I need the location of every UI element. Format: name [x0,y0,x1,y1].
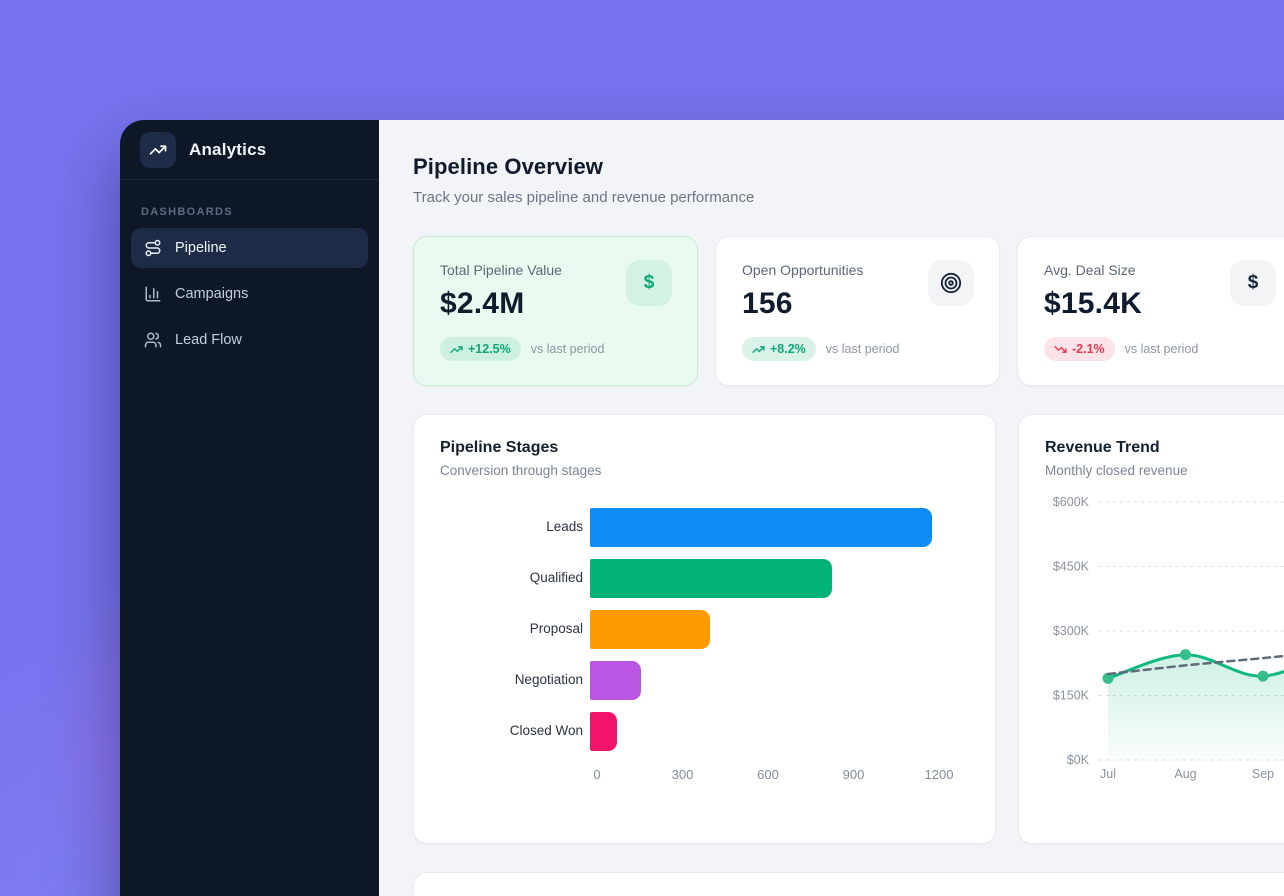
kpi-value: 156 [742,287,793,320]
kpi-footer: +12.5% vs last period [440,337,671,361]
chart-subtitle: Monthly closed revenue [1045,463,1188,478]
bar-leads [590,508,932,547]
svg-text:$300K: $300K [1053,624,1090,638]
svg-text:Sep: Sep [1252,767,1274,781]
bar-x-axis: 0 300 600 900 1200 [593,763,953,785]
kpi-card-avg-deal-size: Avg. Deal Size $15.4K $ -2.1% vs last pe… [1017,236,1284,386]
app-title: Analytics [189,139,267,159]
bar-label: Negotiation [514,672,583,688]
sidebar-item-label: Lead Flow [175,332,242,348]
revenue-trend-line-chart: $600K$450K$300K$150K$0KJulAugSepOct [1045,482,1284,792]
bar-label: Qualified [529,570,583,586]
sidebar-item-campaigns[interactable]: Campaigns [131,274,368,314]
pipeline-stages-bar-chart: Leads Qualified Proposal Negotiation [440,508,969,785]
line-chart-svg: $600K$450K$300K$150K$0KJulAugSepOct [1053,495,1284,781]
trend-badge: +12.5% [440,337,521,361]
bar-row: Closed Won [440,712,969,751]
trending-up-icon [450,343,463,356]
kpi-footnote: vs last period [825,342,900,356]
dollar-icon: $ [626,260,672,306]
trend-badge: -2.1% [1044,337,1115,361]
x-tick: 600 [757,767,779,782]
x-tick: 300 [671,767,694,782]
bar-chart-icon [144,285,162,303]
target-icon [928,260,974,306]
sidebar-item-label: Pipeline [175,240,227,256]
kpi-label: Avg. Deal Size [1044,262,1136,278]
x-tick: 1200 [924,767,954,782]
main-content: Pipeline Overview Track your sales pipel… [379,120,1284,896]
app-logo [140,131,176,168]
kpi-footer: +8.2% vs last period [742,337,973,361]
x-tick: 0 [593,767,601,782]
trending-down-icon [1054,343,1067,356]
trend-change: +12.5% [468,342,511,356]
svg-text:$0K: $0K [1067,753,1090,767]
page-subtitle: Track your sales pipeline and revenue pe… [413,189,755,206]
revenue-trend-card: Revenue Trend Monthly closed revenue $60… [1018,414,1284,844]
bar-row: Qualified [440,559,969,598]
kpi-card-open-opportunities: Open Opportunities 156 +8.2% vs last per… [715,236,1000,386]
kpi-footer: -2.1% vs last period [1044,337,1275,361]
page-title: Pipeline Overview [413,154,604,179]
kpi-row: Total Pipeline Value $2.4M $ +12.5% vs l… [413,236,1284,386]
pipeline-stages-card: Pipeline Stages Conversion through stage… [413,414,996,844]
chart-title: Pipeline Stages [440,439,559,456]
sidebar-item-pipeline[interactable]: Pipeline [131,228,368,268]
svg-text:Jul: Jul [1100,767,1116,781]
chart-subtitle: Conversion through stages [440,463,602,478]
bar-label: Proposal [529,621,583,637]
kpi-footnote: vs last period [530,342,605,356]
users-icon [144,331,162,349]
trend-change: +8.2% [770,342,806,356]
kpi-footnote: vs last period [1124,342,1199,356]
svg-text:$600K: $600K [1053,495,1090,509]
route-icon [144,239,162,257]
trending-up-icon [149,141,167,159]
dollar-icon: $ [1230,260,1276,306]
bar-negotiation [590,661,642,700]
bar-row: Leads [440,508,969,547]
nav-section-label: DASHBOARDS [141,206,233,218]
chart-title: Revenue Trend [1045,439,1160,456]
sidebar-item-label: Campaigns [175,286,249,302]
trend-change: -2.1% [1072,342,1105,356]
kpi-value: $2.4M [440,287,525,320]
app-window: Analytics DASHBOARDS Pipeline Campaigns [120,120,1284,896]
svg-text:Aug: Aug [1174,767,1196,781]
svg-text:$150K: $150K [1053,689,1090,703]
kpi-label: Open Opportunities [742,262,864,278]
trend-badge: +8.2% [742,337,816,361]
bottom-card-partial [413,872,1284,896]
kpi-value: $15.4K [1044,287,1142,320]
bar-row: Proposal [440,610,969,649]
bar-closed-won [590,712,618,751]
x-tick: 900 [842,767,865,782]
bar-label: Leads [546,519,583,535]
kpi-label: Total Pipeline Value [440,262,562,278]
trending-up-icon [752,343,765,356]
sidebar-item-lead-flow[interactable]: Lead Flow [131,320,368,360]
sidebar: Analytics DASHBOARDS Pipeline Campaigns [120,120,379,896]
sidebar-nav: Pipeline Campaigns Lead Flow [120,228,379,360]
bar-qualified [590,559,833,598]
bar-label: Closed Won [509,723,583,739]
bar-row: Negotiation [440,661,969,700]
kpi-card-total-pipeline-value: Total Pipeline Value $2.4M $ +12.5% vs l… [413,236,698,386]
sidebar-header: Analytics [120,120,379,180]
svg-text:$450K: $450K [1053,560,1090,574]
bar-proposal [590,610,710,649]
charts-row: Pipeline Stages Conversion through stage… [413,414,1284,844]
